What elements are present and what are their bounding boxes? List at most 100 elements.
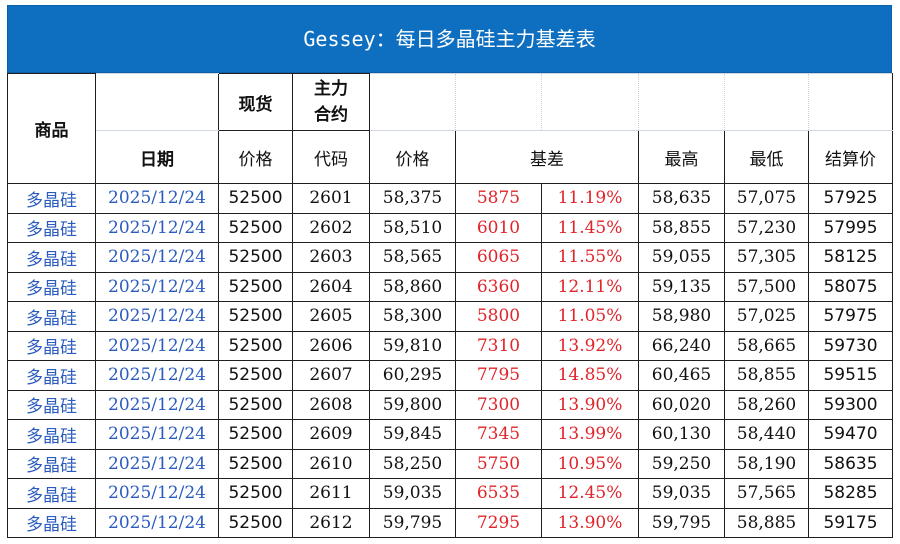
header-blank — [369, 73, 456, 131]
cell-spot-price: 52500 — [218, 330, 293, 361]
table-row: 多晶硅 2025/12/24 52500 2607 60,295 7795 14.85% 60… — [7, 360, 893, 391]
cell-basis-pct: 12.45% — [541, 478, 639, 509]
cell-date: 2025/12/24 — [95, 330, 219, 361]
cell-low: 57,305 — [724, 242, 809, 273]
cell-contract-code: 2606 — [292, 330, 370, 361]
cell-futures-price: 60,295 — [369, 360, 456, 391]
header-main-contract-line2: 合约 — [314, 105, 348, 125]
header-main-contract: 主力 合约 — [292, 73, 370, 131]
cell-settle: 59730 — [808, 330, 893, 361]
cell-basis-pct: 11.45% — [541, 212, 639, 243]
cell-spot-price: 52500 — [218, 212, 293, 243]
cell-product: 多晶硅 — [7, 389, 96, 420]
header-row-1: 商品 现货 主力 合约 — [7, 73, 893, 184]
header-blank — [95, 73, 219, 131]
cell-high: 58,855 — [638, 212, 725, 243]
cell-basis-pct: 11.19% — [541, 183, 639, 214]
cell-settle: 59175 — [808, 507, 893, 538]
table-row: 多晶硅 2025/12/24 52500 2605 58,300 5800 11.05% 58… — [7, 301, 893, 332]
cell-product: 多晶硅 — [7, 448, 96, 479]
cell-settle: 58635 — [808, 448, 893, 479]
cell-contract-code: 2604 — [292, 271, 370, 302]
cell-settle: 57975 — [808, 301, 893, 332]
cell-basis-pct: 10.95% — [541, 448, 639, 479]
cell-basis: 5750 — [455, 448, 542, 479]
cell-settle: 58285 — [808, 478, 893, 509]
cell-settle: 59300 — [808, 389, 893, 420]
cell-date: 2025/12/24 — [95, 183, 219, 214]
report-title: Gessey：每日多晶硅主力基差表 — [7, 5, 892, 73]
cell-futures-price: 58,250 — [369, 448, 456, 479]
cell-product: 多晶硅 — [7, 183, 96, 214]
cell-basis-pct: 13.92% — [541, 330, 639, 361]
cell-settle: 57925 — [808, 183, 893, 214]
cell-contract-code: 2603 — [292, 242, 370, 273]
cell-settle: 59470 — [808, 419, 893, 450]
cell-futures-price: 59,035 — [369, 478, 456, 509]
table-row: 多晶硅 2025/12/24 52500 2609 59,845 7345 13.99% 60… — [7, 419, 893, 450]
cell-futures-price: 58,565 — [369, 242, 456, 273]
cell-product: 多晶硅 — [7, 330, 96, 361]
cell-high: 60,130 — [638, 419, 725, 450]
header-row-2: 日期 价格 代码 价格 基差 最高 最低 结算价 — [8, 130, 893, 184]
cell-date: 2025/12/24 — [95, 360, 219, 391]
cell-product: 多晶硅 — [7, 360, 96, 391]
cell-contract-code: 2601 — [292, 183, 370, 214]
cell-high: 59,250 — [638, 448, 725, 479]
cell-spot-price: 52500 — [218, 448, 293, 479]
cell-futures-price: 59,845 — [369, 419, 456, 450]
header-spot-price: 价格 — [218, 130, 293, 184]
cell-futures-price: 59,810 — [369, 330, 456, 361]
cell-low: 58,260 — [724, 389, 809, 420]
cell-product: 多晶硅 — [7, 212, 96, 243]
cell-date: 2025/12/24 — [95, 478, 219, 509]
table-row: 多晶硅 2025/12/24 52500 2601 58,375 5875 11.19% 58… — [7, 183, 893, 214]
cell-low: 57,025 — [724, 301, 809, 332]
cell-futures-price: 58,300 — [369, 301, 456, 332]
cell-settle: 58075 — [808, 271, 893, 302]
cell-contract-code: 2611 — [292, 478, 370, 509]
cell-basis-pct: 13.90% — [541, 507, 639, 538]
cell-spot-price: 52500 — [218, 389, 293, 420]
header-spot: 现货 — [218, 73, 293, 131]
cell-basis: 7795 — [455, 360, 542, 391]
cell-basis: 7310 — [455, 330, 542, 361]
cell-basis-pct: 14.85% — [541, 360, 639, 391]
cell-date: 2025/12/24 — [95, 507, 219, 538]
header-date: 日期 — [95, 130, 219, 184]
header-futures-price: 价格 — [369, 130, 456, 184]
cell-high: 66,240 — [638, 330, 725, 361]
cell-settle: 57995 — [808, 212, 893, 243]
cell-spot-price: 52500 — [218, 242, 293, 273]
cell-basis: 7300 — [455, 389, 542, 420]
cell-futures-price: 58,375 — [369, 183, 456, 214]
cell-basis-pct: 13.90% — [541, 389, 639, 420]
table-row: 多晶硅 2025/12/24 52500 2603 58,565 6065 11.55% 59… — [7, 242, 893, 273]
cell-basis: 5875 — [455, 183, 542, 214]
cell-low: 58,855 — [724, 360, 809, 391]
cell-contract-code: 2610 — [292, 448, 370, 479]
cell-settle: 58125 — [808, 242, 893, 273]
header-code: 代码 — [292, 130, 370, 184]
cell-high: 59,055 — [638, 242, 725, 273]
table-row: 多晶硅 2025/12/24 52500 2604 58,860 6360 12.11% 59… — [7, 271, 893, 302]
cell-low: 58,190 — [724, 448, 809, 479]
cell-settle: 59515 — [808, 360, 893, 391]
basis-report: Gessey：每日多晶硅主力基差表 商品 现货 主力 合约 — [7, 5, 893, 538]
header-basis: 基差 — [455, 130, 639, 184]
cell-spot-price: 52500 — [218, 360, 293, 391]
cell-low: 57,565 — [724, 478, 809, 509]
cell-spot-price: 52500 — [218, 419, 293, 450]
cell-contract-code: 2612 — [292, 507, 370, 538]
cell-high: 60,020 — [638, 389, 725, 420]
cell-product: 多晶硅 — [7, 507, 96, 538]
cell-high: 59,795 — [638, 507, 725, 538]
table-row: 多晶硅 2025/12/24 52500 2602 58,510 6010 11.45% 58… — [7, 212, 893, 243]
table-row: 多晶硅 2025/12/24 52500 2612 59,795 7295 13.90% 59… — [7, 507, 893, 538]
cell-product: 多晶硅 — [7, 478, 96, 509]
cell-spot-price: 52500 — [218, 478, 293, 509]
header-blank — [808, 73, 893, 131]
cell-basis: 5800 — [455, 301, 542, 332]
cell-spot-price: 52500 — [218, 271, 293, 302]
cell-date: 2025/12/24 — [95, 448, 219, 479]
